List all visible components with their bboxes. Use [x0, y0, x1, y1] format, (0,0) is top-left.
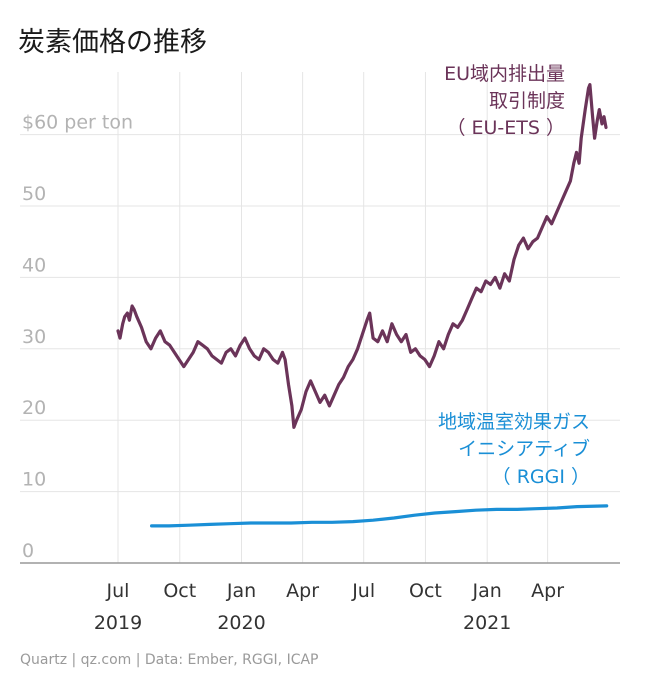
y-tick-label: 0: [22, 540, 34, 562]
x-tick-label: Jul: [106, 580, 130, 602]
source-credit: Quartz | qz.com | Data: Ember, RGGI, ICA…: [20, 652, 319, 668]
rggi-label-line: （ RGGI ）: [492, 466, 590, 488]
y-tick-label: $60 per ton: [22, 112, 133, 134]
eu-ets-label-line: （ EU-ETS ）: [446, 117, 565, 139]
chart-title: 炭素価格の推移: [18, 27, 207, 58]
y-tick-label: 20: [22, 397, 46, 419]
x-tick-label: Oct: [163, 580, 196, 602]
x-year-label: 2020: [217, 612, 265, 634]
eu-ets-label-line: 取引制度: [489, 90, 565, 112]
series-lines: [116, 83, 609, 528]
rggi-label-line: イニシアティブ: [458, 437, 590, 460]
y-tick-labels: 0 10 20 30 40 50 $60 per ton: [22, 112, 133, 562]
y-tick-label: 30: [22, 326, 46, 348]
x-tick-labels: Jul 2019 Oct Jan 2020 Apr Jul Oct Jan 2021 Apr: [94, 580, 564, 634]
eu-ets-label-line: EU域内排出量: [444, 63, 565, 85]
rggi-label-line: 地域温室効果ガス: [438, 411, 590, 433]
x-tick-label: Apr: [531, 580, 564, 602]
x-tick-label: Jan: [226, 580, 256, 602]
x-tick-label: Jul: [351, 580, 375, 602]
y-gridlines: [20, 134, 620, 493]
x-tick-label: Apr: [286, 580, 319, 602]
x-gridlines: [117, 72, 549, 563]
x-tick-label: Jan: [472, 580, 502, 602]
y-tick-label: 10: [22, 469, 46, 491]
y-tick-label: 40: [22, 254, 46, 276]
x-tick-label: Oct: [409, 580, 442, 602]
y-tick-label: 50: [22, 183, 46, 205]
eu-ets-line: [116, 83, 608, 429]
x-year-label: 2021: [463, 612, 511, 634]
x-year-label: 2019: [94, 612, 142, 634]
rggi-line: [150, 504, 609, 528]
